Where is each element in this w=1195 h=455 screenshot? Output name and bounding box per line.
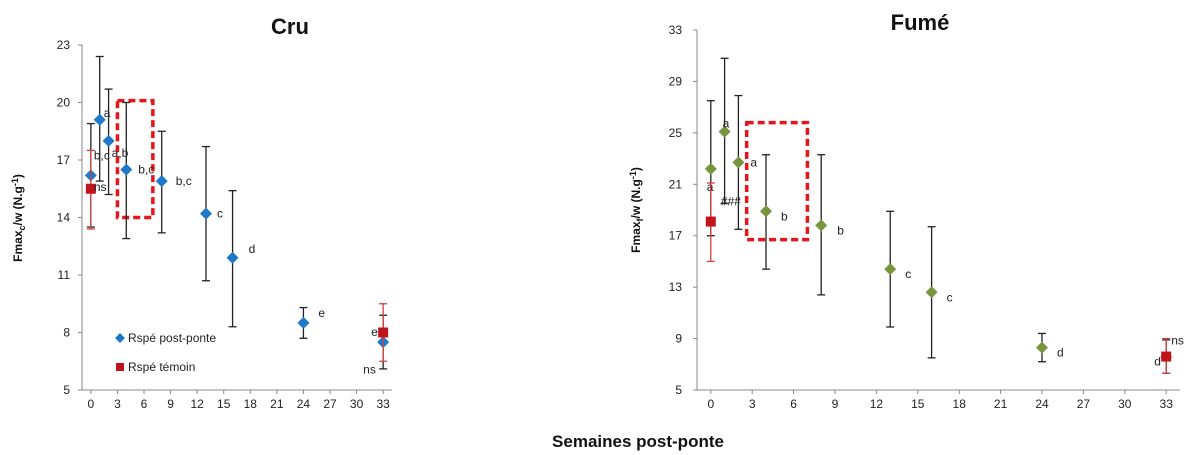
data-label: c [217,207,223,221]
x-tick-label: 3 [749,397,756,411]
legend-marker-square [116,363,124,371]
data-point-diamond [760,205,772,218]
x-tick-label: 6 [141,397,148,411]
data-label: d [1154,355,1161,369]
x-tick-label: 3 [114,397,121,411]
y-axis-label: Fmaxf/w (N.g-1) [628,167,645,253]
chart-title: Fumé [891,10,950,35]
data-label: b [837,223,844,237]
data-label: e [371,325,378,339]
y-tick-label: 33 [669,23,683,37]
data-point-diamond [732,156,745,169]
x-tick-label: 18 [953,397,967,411]
data-point-diamond [102,134,115,147]
data-point-square [705,216,716,227]
data-label: ns [94,180,107,194]
data-label: a [750,155,757,169]
chart-panel-cru: Cru Fmaxc/w (N.g-1) 5 8 11 14 17 20 23 0 3 6 9 12 15 18… [10,14,392,411]
data-point-diamond [226,251,239,264]
data-point-diamond [884,263,897,276]
data-label: a [723,117,730,131]
y-tick-label: 14 [57,211,71,225]
data-label: b [781,209,788,223]
x-tick-label: 33 [376,397,390,411]
data-label: c [947,290,953,304]
x-tick-label: 21 [994,397,1008,411]
x-tick-label: 24 [1035,397,1049,411]
legend-label: Rspé post-ponte [128,331,216,345]
data-label: ns [1171,334,1184,348]
x-tick-label: 12 [190,397,204,411]
x-tick-label: 27 [1077,397,1091,411]
x-tick-label: 33 [1160,397,1174,411]
data-label: ns [363,363,376,377]
legend-label: Rspé témoin [128,360,195,374]
y-tick-label: 17 [669,229,683,243]
y-tick-label: 9 [675,332,682,346]
data-point-square [85,183,96,194]
y-tick-label: 8 [63,326,70,340]
data-label: d [249,242,256,256]
data-point-diamond [120,163,133,176]
data-label: ### [721,195,741,209]
y-tick-label: 25 [669,126,683,140]
data-point-diamond [718,125,731,138]
x-tick-label: 30 [350,397,364,411]
highlight-box [744,120,810,242]
x-axis-label: Semaines post-ponte [552,432,724,451]
data-point-diamond [815,219,828,232]
y-tick-label: 5 [675,383,682,397]
y-tick-label: 13 [669,280,683,294]
data-label: b,c [176,174,192,188]
highlight-box [115,98,155,220]
x-tick-label: 18 [244,397,258,411]
x-tick-label: 9 [167,397,174,411]
x-tick-label: 0 [707,397,714,411]
x-tick-label: 0 [88,397,95,411]
data-point-diamond [1036,341,1048,354]
x-tick-label: 15 [217,397,231,411]
x-tick-label: 15 [911,397,925,411]
y-tick-label: 11 [58,268,71,282]
x-tick-label: 30 [1118,397,1132,411]
data-point-square [1161,351,1172,362]
x-tick-label: 12 [870,397,884,411]
x-tick-label: 9 [832,397,839,411]
data-label: a [104,106,111,120]
data-point-diamond [93,113,106,126]
data-point-diamond [200,207,212,220]
data-point-diamond [925,286,938,299]
y-axis-label: Fmaxc/w (N.g-1) [10,174,27,262]
data-label: b,c [94,148,110,162]
data-label: e [318,306,325,320]
x-tick-label: 6 [790,397,797,411]
y-tick-label: 17 [57,153,71,167]
x-tick-label: 27 [323,397,337,411]
y-tick-label: 5 [63,383,70,397]
data-point-square [378,327,389,338]
data-label: b,c [138,163,154,177]
data-point-diamond [155,175,168,188]
data-point-diamond [297,316,310,329]
data-point-diamond [704,162,717,175]
x-tick-label: 21 [270,397,284,411]
legend-marker-diamond [115,333,125,343]
chart-panel-fume: Fumé Fmaxf/w (N.g-1) 5 9 13 17 21 25 29 33 0 3 6 9 12 1… [628,10,1184,411]
data-label: d [1057,346,1064,360]
chart-title: Cru [271,14,309,39]
y-tick-label: 21 [669,177,683,191]
data-label: c [905,267,911,281]
y-tick-label: 23 [57,38,71,52]
y-tick-label: 29 [669,74,683,88]
data-label: a,b [112,146,129,160]
x-tick-label: 24 [297,397,311,411]
y-tick-label: 20 [57,96,71,110]
